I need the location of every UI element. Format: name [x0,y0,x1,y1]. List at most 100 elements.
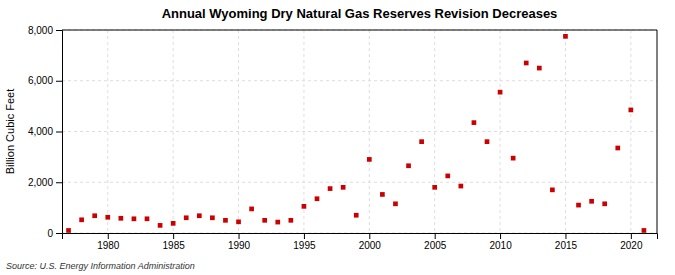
tick-mark [500,233,501,239]
point [550,188,555,193]
annotation: Source: U.S. Energy Information Administ… [6,261,195,271]
grid-line [62,30,657,31]
point [472,120,477,125]
point [602,201,607,206]
point [406,163,411,168]
grid-line [565,30,566,233]
point [537,66,542,71]
tick-mark [239,233,240,239]
tick-mark [56,233,62,234]
tick-label: 1995 [293,240,316,251]
tick-label: 2000 [359,240,382,251]
point [589,199,594,204]
point [158,223,163,228]
point [615,146,620,151]
point [105,215,110,220]
point [171,221,176,226]
tick-label: 1980 [97,240,120,251]
point [354,213,359,218]
y-axis-title: Billion Cubic Feet [4,89,16,175]
tick: 2,000 [28,177,62,188]
axis-line [56,31,63,234]
tick: 2015 [555,233,578,251]
tick-mark [56,182,62,183]
y-axis: 0 2,000 4,000 6,000 8,000 [28,25,63,239]
grid-line [62,131,657,132]
tick-label: 6,000 [28,75,53,86]
point [262,218,267,223]
tick-label: 2020 [620,240,643,251]
point [275,220,280,225]
point [629,108,634,113]
tick-label: 1985 [163,240,186,251]
title: Annual Wyoming Dry Natural Gas Reserves … [162,6,558,21]
tick: 1980 [97,233,120,251]
point [210,215,215,220]
point [223,218,228,223]
point [66,228,71,233]
point [184,215,189,220]
grid [62,30,657,233]
point [498,90,503,95]
point [367,157,372,162]
tick-label: 8,000 [28,25,53,36]
point [380,192,385,197]
tick-mark [108,233,109,239]
tick: 2000 [359,233,382,251]
point [92,213,97,218]
point [289,218,294,223]
tick: 6,000 [28,75,62,86]
tick-mark [435,233,436,239]
point [393,201,398,206]
point [419,139,424,144]
tick-mark [56,132,62,133]
point [119,216,124,221]
point [249,207,254,212]
tick-label: 2010 [489,240,512,251]
tick-mark [56,30,62,31]
point [315,196,320,201]
point [445,174,450,179]
point [341,185,346,190]
point [432,185,437,190]
tick: 4,000 [28,126,62,137]
point [642,228,647,233]
tick: 2020 [620,233,643,251]
point [459,184,464,189]
point [132,216,137,221]
tick: 2005 [424,233,447,251]
tick: 1995 [293,233,316,251]
point [197,213,202,218]
plot: 1980 1985 1990 1995 2000 2005 2010 2015 2020 0 2,0… [28,25,658,251]
points [66,34,646,233]
tick: 1985 [163,233,186,251]
tick-label: 1990 [228,240,251,251]
tick: 8,000 [28,25,62,36]
x-axis: 1980 1985 1990 1995 2000 2005 2010 2015 2020 [63,233,658,251]
point [302,204,307,209]
tick: 1990 [228,233,251,251]
grid-line [107,30,108,233]
tick-mark [56,81,62,82]
point [328,186,333,191]
frame [62,30,657,31]
grid-line [62,182,657,183]
point [511,156,516,161]
tick-mark [631,233,632,239]
frame [657,30,658,233]
tick-label: 0 [47,228,53,239]
point [79,217,84,222]
tick-label: 4,000 [28,126,53,137]
tick-mark [304,233,305,239]
tick-label: 2,000 [28,177,53,188]
point [485,139,490,144]
tick-label: 2015 [555,240,578,251]
tick-mark [369,233,370,239]
tick-mark [173,233,174,239]
tick: 2010 [489,233,512,251]
point [576,203,581,208]
point [145,216,150,221]
tick: 0 [47,228,62,239]
tick-mark [565,233,566,239]
axis-line [63,234,658,240]
